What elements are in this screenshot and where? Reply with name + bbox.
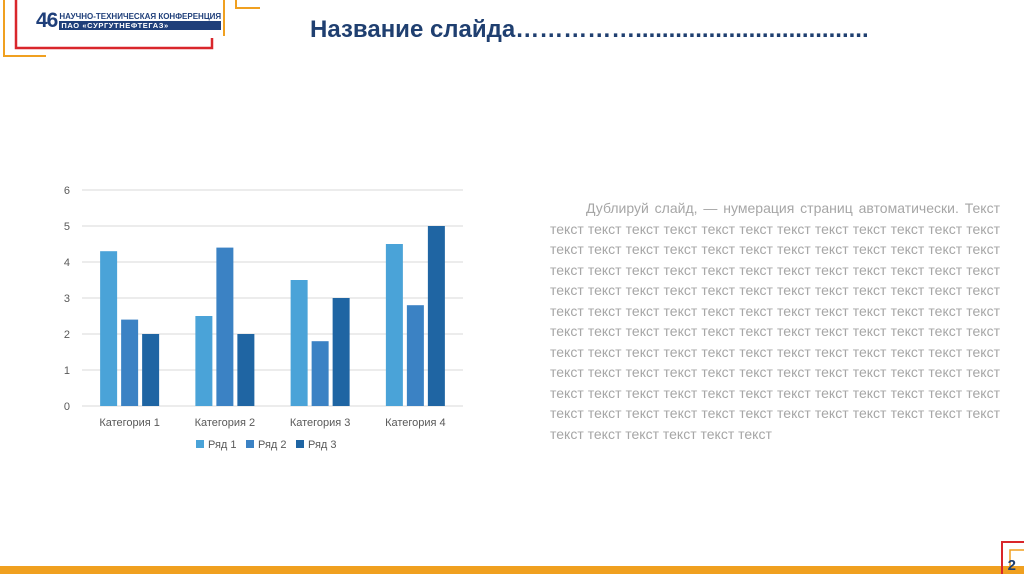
bar: [195, 316, 213, 406]
corner-decoration: [1001, 541, 1024, 574]
bar: [427, 226, 445, 406]
y-tick-label: 4: [64, 257, 70, 269]
bar: [385, 244, 403, 406]
bar: [237, 334, 255, 406]
bar: [121, 319, 139, 406]
logo-frame: [3, 0, 260, 57]
logo-company-name: ПАО «СУРГУТНЕФТЕГАЗ»: [59, 21, 222, 30]
bar: [290, 280, 308, 406]
bar: [332, 298, 350, 406]
legend-swatch: [246, 440, 254, 448]
y-tick-label: 6: [64, 185, 70, 197]
bar: [216, 247, 234, 406]
page-number: 2: [1007, 557, 1016, 574]
y-tick-label: 1: [64, 365, 70, 377]
legend-swatch: [296, 440, 304, 448]
conference-logo: 46 НАУЧНО-ТЕХНИЧЕСКАЯ КОНФЕРЕНЦИЯ ПАО «С…: [36, 7, 222, 35]
logo-conference-name: НАУЧНО-ТЕХНИЧЕСКАЯ КОНФЕРЕНЦИЯ: [59, 12, 222, 21]
legend-label: Ряд 1: [208, 439, 237, 451]
y-tick-label: 2: [64, 329, 70, 341]
legend-label: Ряд 3: [308, 439, 337, 451]
x-tick-label: Категория 2: [195, 417, 256, 429]
y-tick-label: 3: [64, 293, 70, 305]
bar-chart: 0 1 2 3 4 5 6 Категория 1 Категория 2 Категория 3…: [64, 185, 463, 451]
x-tick-label: Категория 4: [385, 417, 446, 429]
bar: [142, 334, 160, 406]
bottom-bar: [0, 566, 1024, 574]
bar: [406, 305, 424, 406]
x-tick-label: Категория 3: [290, 417, 351, 429]
legend-swatch: [196, 440, 204, 448]
slide-body-text: Дублируй слайд, — нумерация страниц авто…: [550, 200, 1000, 442]
bar: [311, 341, 329, 406]
y-tick-label: 0: [64, 401, 70, 413]
slide-title: Название слайда……………....................…: [310, 16, 869, 43]
y-tick-label: 5: [64, 221, 70, 233]
logo-number: 46: [36, 9, 58, 32]
x-tick-label: Категория 1: [99, 417, 160, 429]
bar: [100, 251, 118, 406]
legend-label: Ряд 2: [258, 439, 287, 451]
